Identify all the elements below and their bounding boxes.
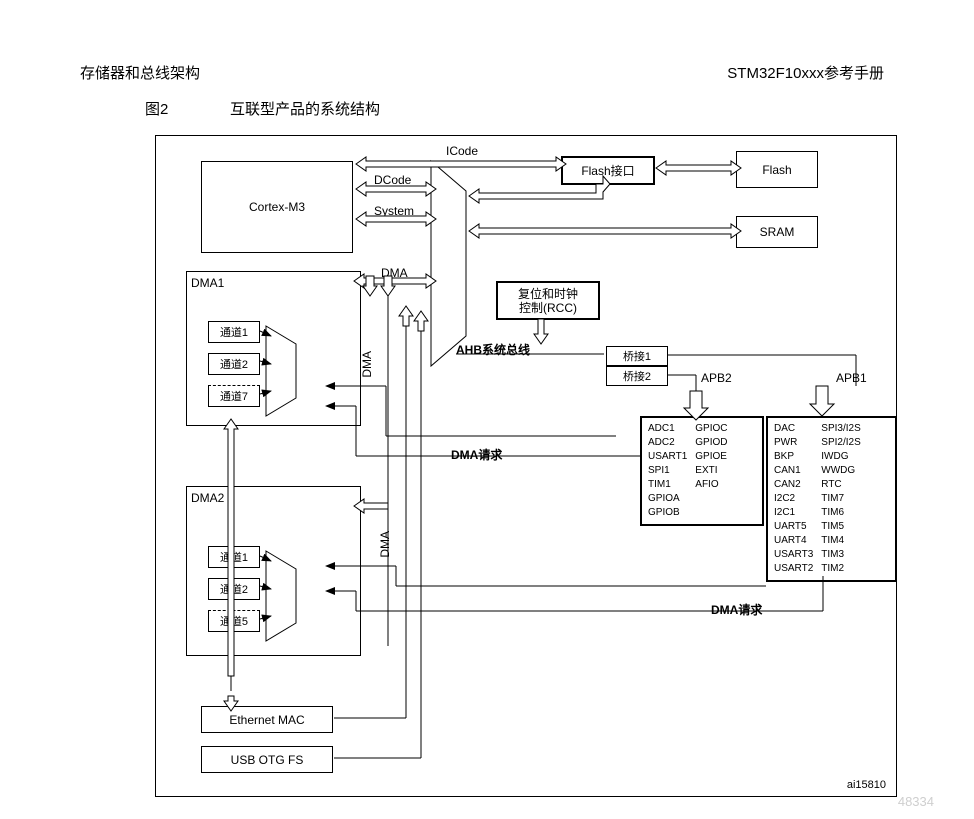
apb2-peripherals: ADC1 ADC2 USART1 SPI1 TIM1 GPIOA GPIOB G…	[640, 416, 764, 526]
flash-if-label: Flash接口	[581, 162, 634, 179]
apb1-p: DAC	[774, 422, 813, 436]
figure-label: 图2	[145, 98, 168, 119]
watermark: 48334	[898, 794, 934, 809]
eth-label: Ethernet MAC	[229, 713, 304, 727]
apb1-p: PWR	[774, 436, 813, 450]
apb1-col2: SPI3/I2S SPI2/I2S IWDG WWDG RTC TIM7 TIM…	[821, 422, 860, 576]
apb1-p: TIM3	[821, 548, 860, 562]
apb1-p: UART4	[774, 534, 813, 548]
page: 存储器和总线架构 STM32F10xxx参考手册 图2 互联型产品的系统结构 C…	[0, 0, 974, 819]
flash-interface-block: Flash接口	[561, 156, 655, 185]
dcode-label: DCode	[374, 173, 411, 187]
apb1-col1: DAC PWR BKP CAN1 CAN2 I2C2 I2C1 UART5 UA…	[774, 422, 813, 576]
apb1-p: TIM4	[821, 534, 860, 548]
apb2-p: GPIOB	[648, 506, 687, 520]
apb2-p: GPIOE	[695, 450, 727, 464]
bus-matrix-label: 总 线 矩 阵	[445, 246, 462, 304]
apb1-p: TIM6	[821, 506, 860, 520]
dma2-ch5: 通道5	[208, 610, 260, 632]
apb2-p: GPIOC	[695, 422, 727, 436]
apb1-p: RTC	[821, 478, 860, 492]
apb1-p: I2C1	[774, 506, 813, 520]
dma1-ch1: 通道1	[208, 321, 260, 343]
apb1-p: UART5	[774, 520, 813, 534]
system-label: System	[374, 204, 414, 218]
apb1-p: SPI2/I2S	[821, 436, 860, 450]
dma-req1-label: DMA请求	[451, 446, 502, 463]
apb2-p: EXTI	[695, 464, 727, 478]
usb-otg-block: USB OTG FS	[201, 746, 333, 773]
apb1-p: CAN1	[774, 464, 813, 478]
apb1-p: I2C2	[774, 492, 813, 506]
dma1-channel-list: 通道1 通道2 通道7	[208, 321, 260, 417]
header-right: STM32F10xxx参考手册	[727, 62, 884, 83]
cortex-label: Cortex-M3	[249, 200, 305, 214]
ahb-label: AHB系统总线	[456, 341, 530, 358]
dma-vlabel-1: DMA	[360, 351, 374, 378]
dma1-ch2: 通道2	[208, 353, 260, 375]
dma2-ch2: 通道2	[208, 578, 260, 600]
apb1-p: IWDG	[821, 450, 860, 464]
apb1-p: CAN2	[774, 478, 813, 492]
apb2-p: AFIO	[695, 478, 727, 492]
flash-label: Flash	[762, 163, 791, 177]
dma-req2-label: DMA请求	[711, 601, 762, 618]
sram-label: SRAM	[760, 225, 795, 239]
bridge2-label: 桥接2	[623, 368, 651, 384]
figure-title: 互联型产品的系统结构	[230, 98, 380, 119]
apb1-peripherals: DAC PWR BKP CAN1 CAN2 I2C2 I2C1 UART5 UA…	[766, 416, 897, 582]
dma-bus-label: DMA	[381, 266, 408, 280]
apb2-p: TIM1	[648, 478, 687, 492]
ethernet-mac-block: Ethernet MAC	[201, 706, 333, 733]
apb2-p: SPI1	[648, 464, 687, 478]
dma2-label: DMA2	[191, 491, 224, 505]
apb1-label: APB1	[836, 371, 867, 385]
apb2-p: GPIOD	[695, 436, 727, 450]
rcc-line2: 控制(RCC)	[519, 301, 577, 315]
apb2-p: USART1	[648, 450, 687, 464]
apb2-label: APB2	[701, 371, 732, 385]
bridge1-label: 桥接1	[623, 348, 651, 364]
dma1-ch7: 通道7	[208, 385, 260, 407]
apb1-p: BKP	[774, 450, 813, 464]
apb1-p: TIM7	[821, 492, 860, 506]
header-left: 存储器和总线架构	[80, 62, 200, 83]
flash-block: Flash	[736, 151, 818, 188]
apb1-p: SPI3/I2S	[821, 422, 860, 436]
bridge1-block: 桥接1	[606, 346, 668, 366]
cortex-m3-block: Cortex-M3	[201, 161, 353, 253]
apb2-p: ADC1	[648, 422, 687, 436]
apb1-p: USART2	[774, 562, 813, 576]
apb2-col2: GPIOC GPIOD GPIOE EXTI AFIO	[695, 422, 727, 520]
dma2-ch1: 通道1	[208, 546, 260, 568]
icode-label: ICode	[446, 144, 478, 158]
diagram-frame: Cortex-M3 总 线 矩 阵 Flash接口 Flash SRAM 复位和…	[155, 135, 897, 797]
apb1-p: TIM2	[821, 562, 860, 576]
bridge2-block: 桥接2	[606, 366, 668, 386]
dma-vlabel-2: DMA	[378, 531, 392, 558]
usb-label: USB OTG FS	[231, 753, 304, 767]
ai-code: ai15810	[847, 779, 886, 791]
apb1-p: TIM5	[821, 520, 860, 534]
sram-block: SRAM	[736, 216, 818, 248]
rcc-block: 复位和时钟 控制(RCC)	[496, 281, 600, 320]
apb2-p: GPIOA	[648, 492, 687, 506]
apb1-p: WWDG	[821, 464, 860, 478]
apb2-col1: ADC1 ADC2 USART1 SPI1 TIM1 GPIOA GPIOB	[648, 422, 687, 520]
dma2-channel-list: 通道1 通道2 通道5	[208, 546, 260, 642]
apb1-p: USART3	[774, 548, 813, 562]
rcc-line1: 复位和时钟	[518, 287, 578, 301]
apb2-p: ADC2	[648, 436, 687, 450]
dma1-label: DMA1	[191, 276, 224, 290]
